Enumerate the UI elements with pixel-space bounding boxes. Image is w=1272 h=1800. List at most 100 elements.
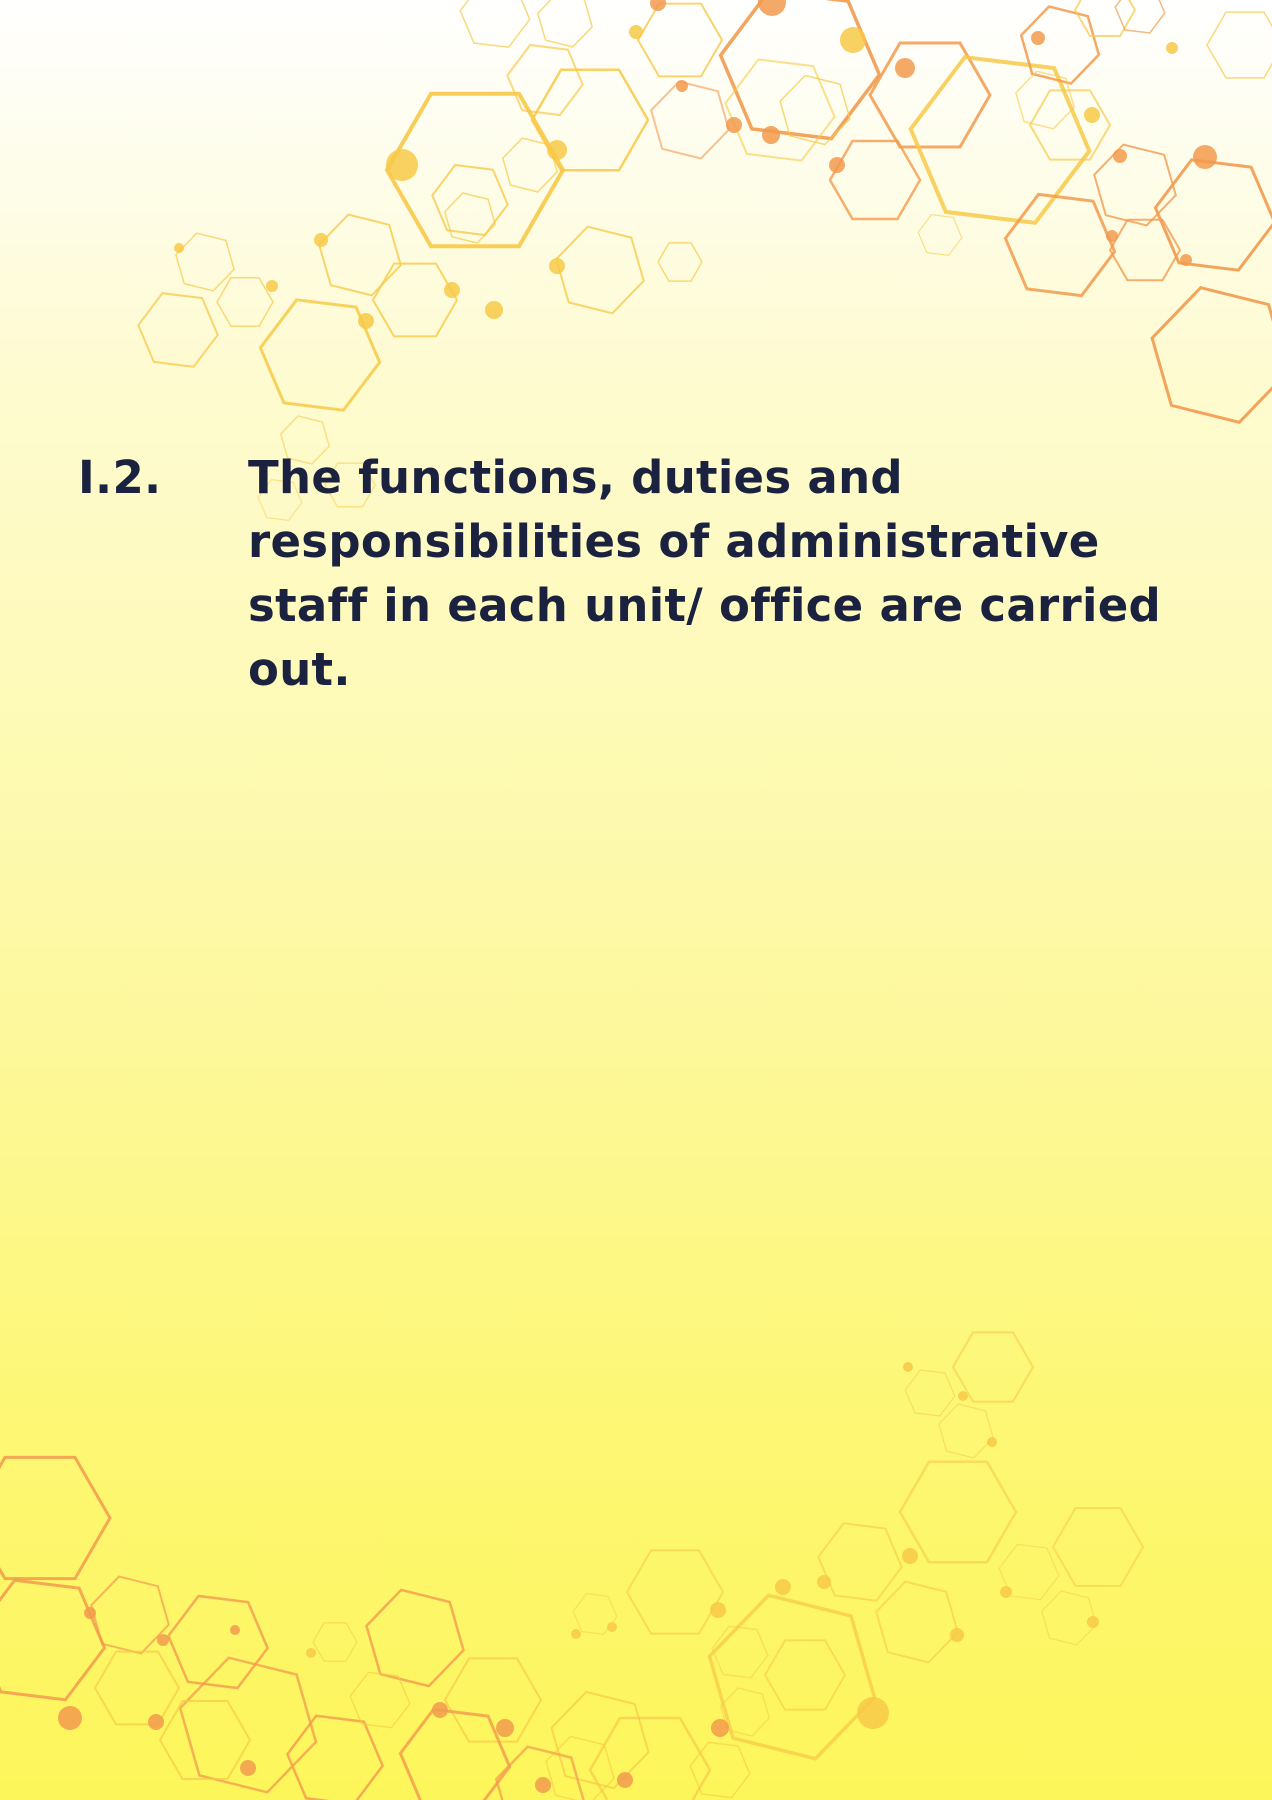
node-dot — [711, 1719, 729, 1737]
node-dot — [857, 1697, 889, 1729]
node-dot — [84, 1607, 96, 1619]
hexagon-shape — [636, 2, 724, 78]
hexagon-shape — [1028, 89, 1112, 161]
hexagon-shape — [650, 80, 730, 160]
node-dot — [726, 117, 742, 133]
node-dot — [902, 1548, 918, 1564]
node-dot — [829, 157, 845, 173]
hexagon-shape — [1093, 143, 1177, 227]
hexagon-shape — [724, 58, 836, 162]
node-dot — [617, 1772, 633, 1788]
hexagon-shape — [1114, 0, 1166, 34]
hexagon-shape — [657, 242, 703, 282]
hexagon-shape — [285, 1714, 385, 1800]
hexagon-shape — [998, 1543, 1060, 1601]
hexagon-shape — [158, 1700, 252, 1780]
hexagon-shape — [917, 214, 963, 256]
hexagon-shape — [312, 1622, 358, 1662]
hexagon-shape — [1153, 158, 1272, 272]
hexagon-shape — [216, 277, 274, 327]
node-dot — [775, 1579, 791, 1595]
hexagon-shape — [817, 1522, 903, 1602]
hexagon-shape — [178, 1656, 318, 1794]
node-dot — [758, 0, 786, 16]
hexagon-shape — [898, 1460, 1018, 1564]
hexagon-shape — [828, 139, 922, 221]
hexagon-shape — [318, 213, 402, 297]
node-dot — [432, 1702, 448, 1718]
node-dot — [1084, 107, 1100, 123]
node-dot — [174, 243, 184, 253]
hexagon-shape — [1051, 1507, 1145, 1587]
node-dot — [1113, 149, 1127, 163]
hexagon-shape — [0, 1455, 112, 1581]
node-dot — [266, 280, 278, 292]
hexagon-shape — [137, 292, 219, 368]
node-dot — [535, 1777, 551, 1793]
node-dot — [547, 140, 567, 160]
node-dot — [1087, 1616, 1099, 1628]
hexagon-shape — [365, 1588, 465, 1688]
hexagon-shape — [1206, 11, 1272, 79]
node-dot — [1000, 1586, 1012, 1598]
node-dot — [676, 80, 688, 92]
node-dot — [607, 1622, 617, 1632]
hexagon-shape — [398, 1707, 512, 1800]
hexagon-shape — [1073, 0, 1137, 37]
hexagon-shape — [875, 1580, 959, 1664]
hexagon-shape — [279, 415, 331, 465]
node-dot — [1180, 254, 1192, 266]
hexagon-shape — [625, 1549, 725, 1635]
node-dot — [314, 233, 328, 247]
node-dot — [306, 1648, 316, 1658]
hexagon-shape — [459, 0, 531, 48]
hexagon-shape — [443, 1657, 543, 1743]
node-dot — [1166, 42, 1178, 54]
hexagon-shape — [951, 1331, 1035, 1403]
hexagon-shape — [431, 163, 509, 237]
node-dot — [1193, 145, 1217, 169]
hexagon-shape — [555, 225, 645, 315]
hexagon-shape — [689, 1741, 751, 1799]
hexagon-shape — [904, 1369, 956, 1417]
hexagon-shape — [90, 1575, 170, 1655]
hexagon-shape — [536, 0, 594, 48]
section-item: I.2. The functions, duties and responsib… — [78, 446, 1198, 702]
node-dot — [895, 58, 915, 78]
node-dot — [987, 1437, 997, 1447]
node-dot — [950, 1628, 964, 1642]
node-dot — [817, 1575, 831, 1589]
hexagon-shape — [718, 0, 882, 141]
node-dot — [1031, 31, 1045, 45]
node-dot — [840, 27, 866, 53]
hexagon-shape — [530, 68, 650, 172]
hexagon-shape — [1108, 218, 1182, 282]
hexagon-shape — [938, 1403, 994, 1459]
hexagon-shape — [0, 1578, 107, 1702]
hexagon-shape — [711, 1625, 769, 1679]
node-dot — [1106, 230, 1118, 242]
node-dot — [230, 1625, 240, 1635]
node-dot — [240, 1760, 256, 1776]
section-number: I.2. — [78, 451, 162, 504]
node-dot — [762, 126, 780, 144]
node-dot — [549, 258, 565, 274]
node-dot — [358, 313, 374, 329]
node-dot — [444, 282, 460, 298]
hexagon-shape — [1041, 1590, 1097, 1646]
hexagon-shape — [324, 462, 376, 508]
hexagon-shape — [258, 298, 382, 412]
node-dot — [958, 1391, 968, 1401]
hexagon-shape — [550, 1690, 650, 1790]
hexagon-shape — [175, 232, 235, 292]
hexagon-shape — [349, 1671, 411, 1729]
hexagon-shape — [93, 1650, 181, 1726]
node-dot — [148, 1714, 164, 1730]
hexagon-shape — [1150, 286, 1272, 424]
hexagon-shape — [257, 479, 303, 521]
hexagon-shape — [1015, 70, 1075, 130]
node-dot — [903, 1362, 913, 1372]
node-dot — [571, 1629, 581, 1639]
hexagon-shape — [719, 1687, 771, 1737]
